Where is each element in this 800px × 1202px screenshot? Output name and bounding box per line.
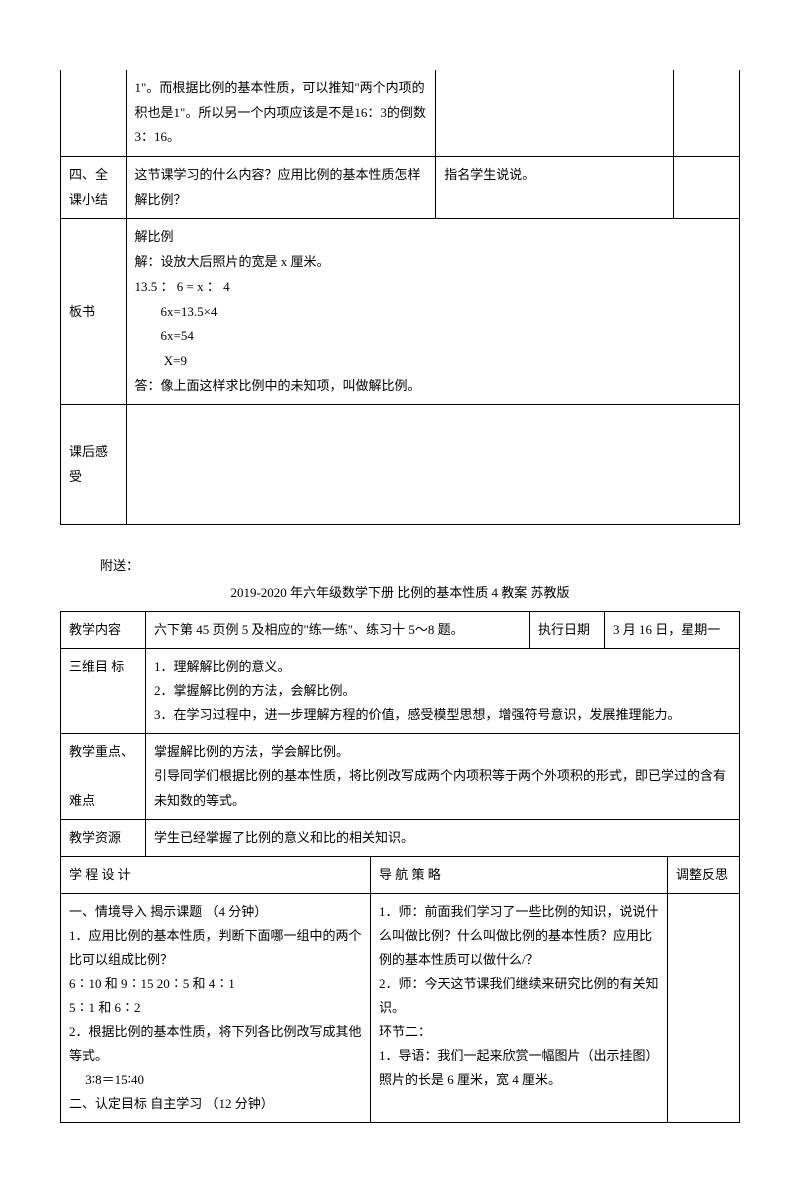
goal-line: 1．理解解比例的意义。 <box>154 655 731 679</box>
cell-goals: 1．理解解比例的意义。 2．掌握解比例的方法，会解比例。 3．在学习过程中，进一… <box>146 649 740 734</box>
board-line: 解比例 <box>135 225 731 250</box>
focus-line: 引导同学们根据比例的基本性质，将比例改写成两个内项积等于两个外项积的形式，即已学… <box>154 764 731 812</box>
design-line: 二、认定目标 自主学习 （12 分钟） <box>69 1092 362 1116</box>
focus-line: 掌握解比例的方法，学会解比例。 <box>154 740 731 764</box>
cell-label: 三维目 标 <box>61 649 146 734</box>
table-row: 教学重点、 难点 掌握解比例的方法，学会解比例。 引导同学们根据比例的基本性质，… <box>61 734 740 819</box>
cell-blank <box>126 405 739 525</box>
page-container: 1"。而根据比例的基本性质，可以推知"两个内项的积也是1"。所以另一个内项应该是… <box>0 70 800 1123</box>
lesson-table-2b: 学 程 设 计 导 航 策 略 调整反思 一、情境导入 揭示课题 （4 分钟） … <box>60 857 740 1123</box>
cell-nav-strategy: 1．师：前面我们学习了一些比例的知识，说说什么叫做比例？什么叫做比例的基本性质？… <box>371 893 668 1122</box>
cell-label: 教学内容 <box>61 612 146 649</box>
section-title: 2019-2020 年六年级数学下册 比例的基本性质 4 教案 苏教版 <box>60 582 740 601</box>
design-line: 6∶10 和 9∶15 20∶5 和 4∶1 <box>69 972 362 996</box>
board-line: X=9 <box>135 349 731 374</box>
goal-line: 2．掌握解比例的方法，会解比例。 <box>154 679 731 703</box>
strategy-line: 1．师：前面我们学习了一些比例的知识，说说什么叫做比例？什么叫做比例的基本性质？… <box>379 900 659 972</box>
cell-section-label: 课后感受 <box>61 405 127 525</box>
board-line: 13.5 ： 6 = x ： 4 <box>135 275 731 300</box>
cell-content: 指名学生说说。 <box>436 157 674 219</box>
cell-blank <box>674 70 740 157</box>
strategy-line: 2．师：今天这节课我们继续来研究比例的有关知识。 <box>379 972 659 1020</box>
lesson-table-2: 教学内容 六下第 45 页例 5 及相应的"练一练"、练习十 5～8 题。 执行… <box>60 611 740 856</box>
cell-blank <box>436 70 674 157</box>
board-line: 解：设放大后照片的宽是 x 厘米。 <box>135 250 731 275</box>
cell-content: 1"。而根据比例的基本性质，可以推知"两个内项的积也是1"。所以另一个内项应该是… <box>126 70 436 157</box>
table-row: 三维目 标 1．理解解比例的意义。 2．掌握解比例的方法，会解比例。 3．在学习… <box>61 649 740 734</box>
label-text: 难点 <box>69 793 95 808</box>
design-line: 5∶1 和 6∶2 <box>69 996 362 1020</box>
cell-label: 教学重点、 难点 <box>61 734 146 819</box>
design-line: 3∶8＝15∶40 <box>69 1068 362 1092</box>
cell-label: 教学资源 <box>61 819 146 856</box>
goal-line: 3．在学习过程中，进一步理解方程的价值，感受模型思想，增强符号意识，发展推理能力… <box>154 703 731 727</box>
cell-content: 这节课学习的什么内容？应用比例的基本性质怎样解比例？ <box>126 157 436 219</box>
table-row: 教学资源 学生已经掌握了比例的意义和比的相关知识。 <box>61 819 740 856</box>
cell-adjust-reflect <box>668 893 740 1122</box>
table-row: 板书 解比例 解：设放大后照片的宽是 x 厘米。 13.5 ： 6 = x ： … <box>61 219 740 405</box>
strategy-line: 环节二： <box>379 1020 659 1044</box>
label-text: 教学重点、 <box>69 744 134 759</box>
cell-blank <box>674 157 740 219</box>
cell-header: 调整反思 <box>668 857 740 894</box>
table-row: 1"。而根据比例的基本性质，可以推知"两个内项的积也是1"。所以另一个内项应该是… <box>61 70 740 157</box>
table-row: 教学内容 六下第 45 页例 5 及相应的"练一练"、练习十 5～8 题。 执行… <box>61 612 740 649</box>
cell-exec-date-label: 执行日期 <box>530 612 605 649</box>
cell-board-content: 解比例 解：设放大后照片的宽是 x 厘米。 13.5 ： 6 = x ： 4 6… <box>126 219 739 405</box>
design-line: 一、情境导入 揭示课题 （4 分钟） <box>69 900 362 924</box>
cell-blank <box>61 70 127 157</box>
board-line: 答：像上面这样求比例中的未知项，叫做解比例。 <box>135 374 731 399</box>
cell-content: 六下第 45 页例 5 及相应的"练一练"、练习十 5～8 题。 <box>146 612 530 649</box>
cell-focus: 掌握解比例的方法，学会解比例。 引导同学们根据比例的基本性质，将比例改写成两个内… <box>146 734 740 819</box>
table-row: 学 程 设 计 导 航 策 略 调整反思 <box>61 857 740 894</box>
cell-content: 学生已经掌握了比例的意义和比的相关知识。 <box>146 819 740 856</box>
lesson-table-1: 1"。而根据比例的基本性质，可以推知"两个内项的积也是1"。所以另一个内项应该是… <box>60 70 740 525</box>
cell-process-design: 一、情境导入 揭示课题 （4 分钟） 1．应用比例的基本性质，判断下面哪一组中的… <box>61 893 371 1122</box>
cell-header: 学 程 设 计 <box>61 857 371 894</box>
design-line: 1．应用比例的基本性质，判断下面哪一组中的两个比可以组成比例？ <box>69 924 362 972</box>
strategy-line: 1．导语：我们一起来欣赏一幅图片（出示挂图）照片的长是 6 厘米，宽 4 厘米。 <box>379 1044 659 1092</box>
board-line: 6x=54 <box>135 324 731 349</box>
table-row: 一、情境导入 揭示课题 （4 分钟） 1．应用比例的基本性质，判断下面哪一组中的… <box>61 893 740 1122</box>
table-row: 课后感受 <box>61 405 740 525</box>
cell-section-label: 板书 <box>61 219 127 405</box>
board-line: 6x=13.5×4 <box>135 300 731 325</box>
cell-exec-date-value: 3 月 16 日，星期一 <box>605 612 740 649</box>
attachment-label: 附送： <box>100 555 740 574</box>
cell-header: 导 航 策 略 <box>371 857 668 894</box>
cell-section-label: 四、全课小结 <box>61 157 127 219</box>
design-line: 2．根据比例的基本性质，将下列各比例改写成其他等式。 <box>69 1020 362 1068</box>
table-row: 四、全课小结 这节课学习的什么内容？应用比例的基本性质怎样解比例？ 指名学生说说… <box>61 157 740 219</box>
